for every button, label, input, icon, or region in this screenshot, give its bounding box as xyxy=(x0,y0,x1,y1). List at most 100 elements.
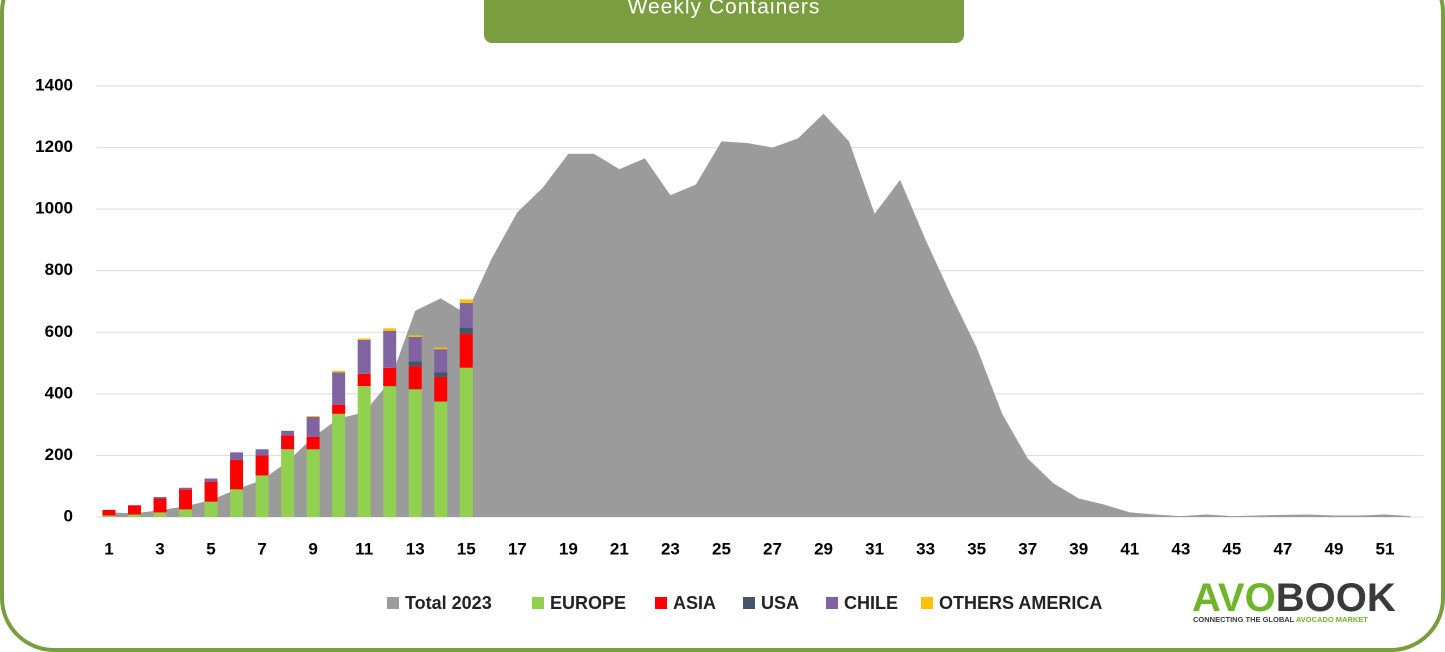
bar-segment xyxy=(383,330,397,368)
legend-label: Total 2023 xyxy=(405,593,492,613)
bar-segment xyxy=(434,372,448,377)
x-tick-label: 47 xyxy=(1273,539,1292,558)
bar-segment xyxy=(459,303,473,328)
x-tick-label: 13 xyxy=(406,539,425,558)
bar-segment xyxy=(408,336,422,362)
legend-swatch xyxy=(826,597,838,609)
bar-segment xyxy=(204,478,218,482)
x-tick-label: 1 xyxy=(104,539,113,558)
bar-segment xyxy=(204,501,218,517)
x-tick-label: 9 xyxy=(308,539,317,558)
bar-segment xyxy=(153,496,167,499)
bar-segment xyxy=(434,349,448,373)
x-tick-label: 45 xyxy=(1222,539,1241,558)
bar-segment xyxy=(408,335,422,337)
logo-a: AVO xyxy=(1192,576,1276,620)
bar-segment xyxy=(230,460,244,490)
bar-segment xyxy=(357,338,371,340)
x-tick-label: 21 xyxy=(610,539,629,558)
bar-segment xyxy=(230,489,244,517)
y-tick-label: 800 xyxy=(45,260,73,279)
bar-segment xyxy=(383,328,397,331)
x-tick-label: 43 xyxy=(1171,539,1190,558)
bar-segment xyxy=(230,452,244,461)
x-tick-label: 7 xyxy=(257,539,266,558)
x-tick-label: 23 xyxy=(661,539,680,558)
bar-segment xyxy=(383,367,397,387)
x-tick-label: 39 xyxy=(1069,539,1088,558)
bar-segment xyxy=(281,430,295,436)
legend-swatch xyxy=(921,597,933,609)
bar-segment xyxy=(332,413,346,517)
bar-segment xyxy=(357,386,371,517)
y-tick-label: 1200 xyxy=(35,137,73,156)
y-tick-label: 1000 xyxy=(35,199,73,218)
legend-swatch xyxy=(655,597,667,609)
bar-segment xyxy=(434,401,448,517)
y-tick-label: 200 xyxy=(45,445,73,464)
bar-segment xyxy=(434,347,448,350)
legend-swatch xyxy=(532,597,544,609)
bar-segment xyxy=(306,436,320,450)
bar-segment xyxy=(127,514,141,517)
bar-segment xyxy=(306,416,320,437)
title-tab xyxy=(484,0,964,43)
bar-segment xyxy=(459,327,473,334)
bar-segment xyxy=(255,455,269,476)
bar-segment xyxy=(332,370,346,373)
bar-segment xyxy=(357,339,371,374)
legend-swatch xyxy=(743,597,755,609)
bar-segment xyxy=(434,376,448,402)
svg-text:AVOBOOK: AVOBOOK xyxy=(1192,576,1396,620)
chart-title: Weekly Containers xyxy=(628,0,821,19)
bar-segment xyxy=(179,489,193,510)
bar-segment xyxy=(102,515,116,517)
bar-segment xyxy=(357,373,371,387)
legend-label: CHILE xyxy=(844,593,898,613)
x-tick-label: 33 xyxy=(916,539,935,558)
x-tick-label: 37 xyxy=(1018,539,1037,558)
bar-segment xyxy=(408,366,422,390)
x-tick-label: 19 xyxy=(559,539,578,558)
bar-segment xyxy=(153,498,167,513)
x-tick-label: 17 xyxy=(508,539,527,558)
x-tick-label: 29 xyxy=(814,539,833,558)
bar-segment xyxy=(306,449,320,517)
logo: AVOBOOK CONNECTING THE GLOBAL AVOCADO MA… xyxy=(1192,576,1396,624)
bar-segment xyxy=(102,509,116,516)
legend-label: EUROPE xyxy=(550,593,626,613)
svg-text:CONNECTING THE GLOBAL AVOCADO: CONNECTING THE GLOBAL AVOCADO MARKET xyxy=(1193,615,1368,624)
x-tick-label: 49 xyxy=(1325,539,1344,558)
tagline-b: AVOCADO MARKET xyxy=(1296,615,1368,624)
bar-segment xyxy=(408,389,422,517)
bar-segment xyxy=(281,449,295,517)
x-tick-label: 51 xyxy=(1376,539,1395,558)
x-tick-label: 27 xyxy=(763,539,782,558)
bar-segment xyxy=(383,386,397,517)
y-tick-label: 600 xyxy=(45,322,73,341)
x-tick-label: 31 xyxy=(865,539,884,558)
bar-segment xyxy=(332,404,346,414)
legend-label: ASIA xyxy=(673,593,716,613)
bar-segment xyxy=(179,487,193,490)
legend-label: OTHERS AMERICA xyxy=(939,593,1102,613)
bar-segment xyxy=(408,361,422,367)
y-tick-label: 1400 xyxy=(35,75,73,94)
bar-segment xyxy=(255,475,269,517)
y-tick-label: 0 xyxy=(64,506,73,525)
legend-swatch xyxy=(387,597,399,609)
x-tick-label: 11 xyxy=(355,539,373,558)
bar-segment xyxy=(127,505,141,515)
bar-segment xyxy=(204,481,218,502)
x-tick-label: 5 xyxy=(206,539,215,558)
bar-segment xyxy=(255,449,269,456)
x-tick-label: 41 xyxy=(1120,539,1139,558)
bar-segment xyxy=(306,416,320,417)
bar-segment xyxy=(332,372,346,405)
x-tick-label: 35 xyxy=(967,539,986,558)
x-tick-label: 3 xyxy=(155,539,164,558)
x-tick-label: 15 xyxy=(457,539,476,558)
y-tick-label: 400 xyxy=(45,383,73,402)
